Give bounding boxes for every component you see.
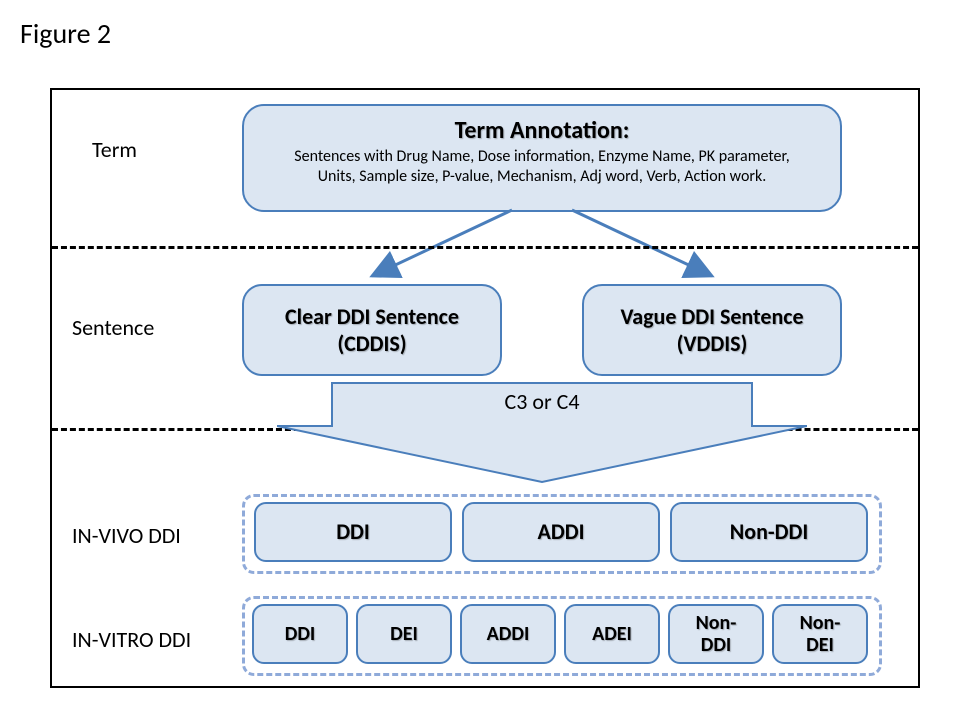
in-vitro-adei: ADEI — [564, 604, 660, 664]
term-annotation-node: Term Annotation: Sentences with Drug Nam… — [242, 104, 842, 212]
big-arrow-label: C3 or C4 — [277, 388, 807, 415]
in-vitro-non-dei: Non-DEI — [772, 604, 868, 664]
in-vitro-addi: ADDI — [460, 604, 556, 664]
in-vitro-non-ddi-l2: DDI — [701, 633, 732, 657]
in-vitro-non-dei-l2: DEI — [806, 633, 834, 657]
clear-ddi-line2: (CDDIS) — [244, 330, 500, 358]
row-label-term: Term — [92, 136, 137, 163]
row-label-in-vitro: IN-VITRO DDI — [72, 626, 191, 653]
row-label-sentence: Sentence — [72, 314, 154, 341]
divider-term-sentence — [52, 246, 918, 249]
vague-ddi-line2: (VDDIS) — [584, 330, 840, 358]
clear-ddi-sentence-node: Clear DDI Sentence (CDDIS) — [242, 284, 502, 376]
clear-ddi-line1: Clear DDI Sentence — [244, 303, 500, 331]
vague-ddi-sentence-node: Vague DDI Sentence (VDDIS) — [582, 284, 842, 376]
in-vitro-dei: DEI — [356, 604, 452, 664]
in-vivo-ddi: DDI — [254, 502, 452, 562]
in-vitro-non-ddi-l1: Non- — [696, 611, 737, 635]
row-label-in-vivo: IN-VIVO DDI — [72, 522, 181, 549]
in-vitro-non-ddi: Non-DDI — [668, 604, 764, 664]
in-vivo-addi: ADDI — [462, 502, 660, 562]
term-annotation-desc: Sentences with Drug Name, Dose informati… — [274, 147, 810, 187]
in-vivo-non-ddi: Non-DDI — [670, 502, 868, 562]
figure-label: Figure 2 — [20, 16, 111, 51]
diagram-frame: Term Sentence IN-VIVO DDI IN-VITRO DDI T… — [50, 88, 920, 688]
in-vitro-non-dei-l1: Non- — [800, 611, 841, 635]
term-annotation-title: Term Annotation: — [274, 116, 810, 145]
vague-ddi-line1: Vague DDI Sentence — [584, 303, 840, 331]
in-vitro-ddi: DDI — [252, 604, 348, 664]
